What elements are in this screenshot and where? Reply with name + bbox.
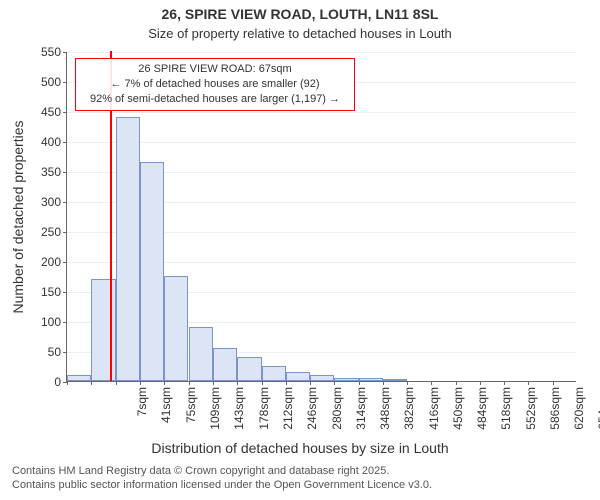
x-tick-mark [480, 381, 481, 385]
annotation-line3: 92% of semi-detached houses are larger (… [82, 92, 348, 107]
x-tick-mark [91, 381, 92, 385]
y-tick-label: 500 [41, 75, 67, 89]
x-tick-mark [553, 381, 554, 385]
histogram-bar [91, 279, 115, 381]
x-tick-mark [310, 381, 311, 385]
histogram-bar [359, 378, 383, 381]
histogram-bar [237, 357, 261, 381]
annotation-line1: 26 SPIRE VIEW ROAD: 67sqm [82, 62, 348, 77]
y-tick-label: 0 [54, 375, 67, 389]
grid-line [67, 112, 576, 113]
y-tick-label: 150 [41, 285, 67, 299]
grid-line [67, 142, 576, 143]
histogram-bar [116, 117, 140, 381]
histogram-bar [213, 348, 237, 381]
chart-footer: Contains HM Land Registry data © Crown c… [0, 464, 600, 493]
x-tick-mark [383, 381, 384, 385]
x-tick-mark [189, 381, 190, 385]
histogram-bar [164, 276, 188, 381]
x-tick-mark [504, 381, 505, 385]
y-tick-label: 100 [41, 315, 67, 329]
histogram-bar [286, 372, 310, 381]
property-size-histogram: 26, SPIRE VIEW ROAD, LOUTH, LN11 8SL Siz… [0, 0, 600, 500]
x-tick-mark [140, 381, 141, 385]
footer-line2: Contains public sector information licen… [12, 478, 600, 492]
y-tick-label: 550 [41, 45, 67, 59]
chart-title-line1: 26, SPIRE VIEW ROAD, LOUTH, LN11 8SL [0, 6, 600, 22]
x-tick-mark [213, 381, 214, 385]
chart-title-line2: Size of property relative to detached ho… [0, 26, 600, 41]
histogram-bar [383, 379, 407, 381]
x-tick-mark [164, 381, 165, 385]
x-axis-label: Distribution of detached houses by size … [0, 440, 600, 456]
x-tick-mark [237, 381, 238, 385]
y-tick-label: 50 [48, 345, 67, 359]
x-tick-mark [407, 381, 408, 385]
x-tick-mark [431, 381, 432, 385]
histogram-bar [67, 375, 91, 381]
x-tick-mark [528, 381, 529, 385]
footer-line1: Contains HM Land Registry data © Crown c… [12, 464, 600, 478]
x-tick-mark [67, 381, 68, 385]
x-tick-mark [334, 381, 335, 385]
histogram-bar [310, 375, 334, 381]
annotation-box: 26 SPIRE VIEW ROAD: 67sqm← 7% of detache… [75, 58, 355, 111]
y-tick-label: 200 [41, 255, 67, 269]
x-tick-mark [262, 381, 263, 385]
x-tick-mark [286, 381, 287, 385]
plot-area: 0501001502002503003504004505005507sqm41s… [66, 52, 576, 382]
histogram-bar [262, 366, 286, 381]
histogram-bar [334, 378, 358, 381]
annotation-line2: ← 7% of detached houses are smaller (92) [82, 77, 348, 92]
y-tick-label: 450 [41, 105, 67, 119]
x-tick-mark [456, 381, 457, 385]
y-tick-label: 400 [41, 135, 67, 149]
y-tick-label: 300 [41, 195, 67, 209]
histogram-bar [189, 327, 213, 381]
x-tick-mark [359, 381, 360, 385]
y-tick-label: 250 [41, 225, 67, 239]
y-axis-label: Number of detached properties [10, 121, 26, 314]
histogram-bar [140, 162, 164, 381]
x-tick-mark [116, 381, 117, 385]
grid-line [67, 52, 576, 53]
y-tick-label: 350 [41, 165, 67, 179]
